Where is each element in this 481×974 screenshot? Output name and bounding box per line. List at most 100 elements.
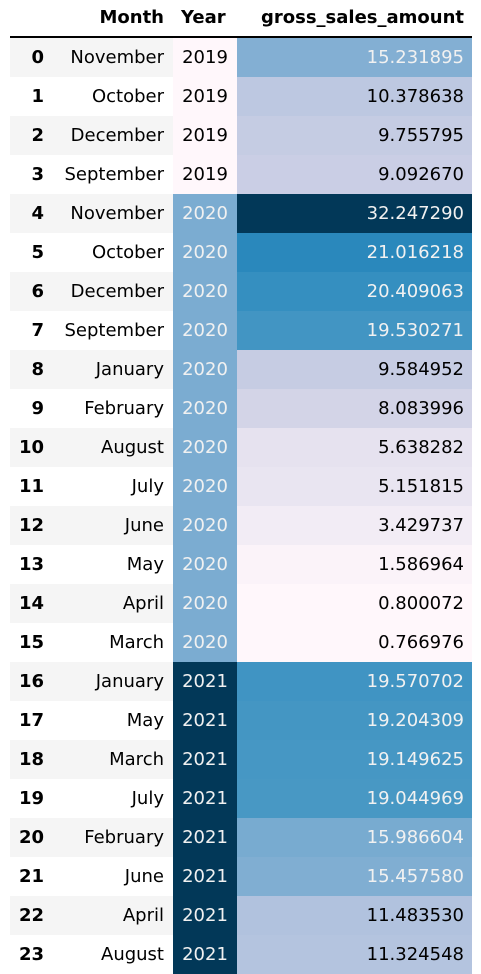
column-header-year: Year (181, 7, 226, 28)
row-index: 11 (18, 476, 44, 497)
table-row: 22 April 2021 11.483530 (10, 896, 472, 935)
row-index: 10 (18, 437, 44, 458)
row-index: 8 (31, 359, 44, 380)
gross-sales-amount-cell: 9.755795 (237, 116, 472, 155)
year-cell: 2019 (173, 155, 237, 194)
gross-sales-amount-cell: 0.800072 (237, 584, 472, 623)
month-cell: September (64, 320, 165, 341)
gross-sales-amount-cell: 15.231895 (237, 38, 472, 77)
row-index: 1 (31, 86, 44, 107)
month-cell: October (91, 86, 164, 107)
month-cell: February (84, 827, 164, 848)
table-body: 0 November 2019 15.231895 1 October 2019 10.378… (10, 38, 472, 974)
table-row: 10 August 2020 5.638282 (10, 428, 472, 467)
table-row: 5 October 2020 21.016218 (10, 233, 472, 272)
table-row: 18 March 2021 19.149625 (10, 740, 472, 779)
month-cell: February (84, 398, 164, 419)
table-row: 16 January 2021 19.570702 (10, 662, 472, 701)
gross-sales-amount-cell: 19.530271 (237, 311, 472, 350)
row-index: 18 (18, 749, 44, 770)
gross-sales-amount-cell: 9.092670 (237, 155, 472, 194)
year-cell: 2020 (173, 623, 237, 662)
month-cell: March (109, 632, 164, 653)
gross-sales-amount-cell: 8.083996 (237, 389, 472, 428)
table-row: 23 August 2021 11.324548 (10, 935, 472, 974)
table-row: 13 May 2020 1.586964 (10, 545, 472, 584)
year-cell: 2020 (173, 350, 237, 389)
row-index: 9 (31, 398, 44, 419)
gross-sales-amount-cell: 19.204309 (237, 701, 472, 740)
table-row: 2 December 2019 9.755795 (10, 116, 472, 155)
row-index: 15 (18, 632, 44, 653)
gross-sales-amount-cell: 5.151815 (237, 467, 472, 506)
month-cell: July (131, 476, 164, 497)
table-row: 20 February 2021 15.986604 (10, 818, 472, 857)
month-cell: July (131, 788, 164, 809)
gross-sales-amount-cell: 5.638282 (237, 428, 472, 467)
table-row: 1 October 2019 10.378638 (10, 77, 472, 116)
month-cell: October (91, 242, 164, 263)
month-cell: August (101, 437, 164, 458)
row-index: 17 (18, 710, 44, 731)
row-index: 6 (31, 281, 44, 302)
row-index: 14 (18, 593, 44, 614)
year-cell: 2020 (173, 467, 237, 506)
table-row: 3 September 2019 9.092670 (10, 155, 472, 194)
row-index: 21 (18, 866, 44, 887)
gross-sales-amount-cell: 3.429737 (237, 506, 472, 545)
gross-sales-amount-cell: 15.986604 (237, 818, 472, 857)
month-cell: June (124, 866, 164, 887)
year-cell: 2019 (173, 77, 237, 116)
year-cell: 2020 (173, 194, 237, 233)
gross-sales-amount-cell: 19.570702 (237, 662, 472, 701)
table-row: 4 November 2020 32.247290 (10, 194, 472, 233)
gross-sales-amount-cell: 1.586964 (237, 545, 472, 584)
row-index: 12 (18, 515, 44, 536)
gross-sales-amount-cell: 20.409063 (237, 272, 472, 311)
row-index: 5 (31, 242, 44, 263)
table-row: 14 April 2020 0.800072 (10, 584, 472, 623)
row-index: 20 (18, 827, 44, 848)
year-cell: 2020 (173, 389, 237, 428)
row-index: 0 (31, 47, 44, 68)
month-cell: April (122, 593, 164, 614)
month-cell: April (122, 905, 164, 926)
year-cell: 2020 (173, 233, 237, 272)
year-cell: 2021 (173, 740, 237, 779)
table-row: 15 March 2020 0.766976 (10, 623, 472, 662)
month-cell: May (126, 554, 164, 575)
gross-sales-amount-cell: 11.324548 (237, 935, 472, 974)
gross-sales-amount-cell: 9.584952 (237, 350, 472, 389)
gross-sales-amount-cell: 32.247290 (237, 194, 472, 233)
row-index: 19 (18, 788, 44, 809)
year-cell: 2020 (173, 311, 237, 350)
gross-sales-amount-cell: 21.016218 (237, 233, 472, 272)
month-cell: January (95, 359, 164, 380)
row-index: 13 (18, 554, 44, 575)
table-row: 6 December 2020 20.409063 (10, 272, 472, 311)
year-cell: 2020 (173, 584, 237, 623)
month-cell: December (70, 281, 164, 302)
table-row: 7 September 2020 19.530271 (10, 311, 472, 350)
gross-sales-amount-cell: 15.457580 (237, 857, 472, 896)
month-cell: December (70, 125, 164, 146)
row-index: 7 (31, 320, 44, 341)
row-index: 16 (18, 671, 44, 692)
table-row: 19 July 2021 19.044969 (10, 779, 472, 818)
styled-dataframe-table: Month Year gross_sales_amount 0 November 2… (10, 0, 472, 974)
row-index: 3 (31, 164, 44, 185)
year-cell: 2021 (173, 857, 237, 896)
year-cell: 2021 (173, 896, 237, 935)
month-cell: January (95, 671, 164, 692)
table-header-row: Month Year gross_sales_amount (10, 0, 472, 38)
month-cell: August (101, 944, 164, 965)
table-row: 0 November 2019 15.231895 (10, 38, 472, 77)
gross-sales-amount-cell: 0.766976 (237, 623, 472, 662)
table-row: 8 January 2020 9.584952 (10, 350, 472, 389)
row-index: 2 (31, 125, 44, 146)
year-cell: 2020 (173, 272, 237, 311)
gross-sales-amount-cell: 19.149625 (237, 740, 472, 779)
year-cell: 2020 (173, 428, 237, 467)
table-row: 12 June 2020 3.429737 (10, 506, 472, 545)
gross-sales-amount-cell: 10.378638 (237, 77, 472, 116)
